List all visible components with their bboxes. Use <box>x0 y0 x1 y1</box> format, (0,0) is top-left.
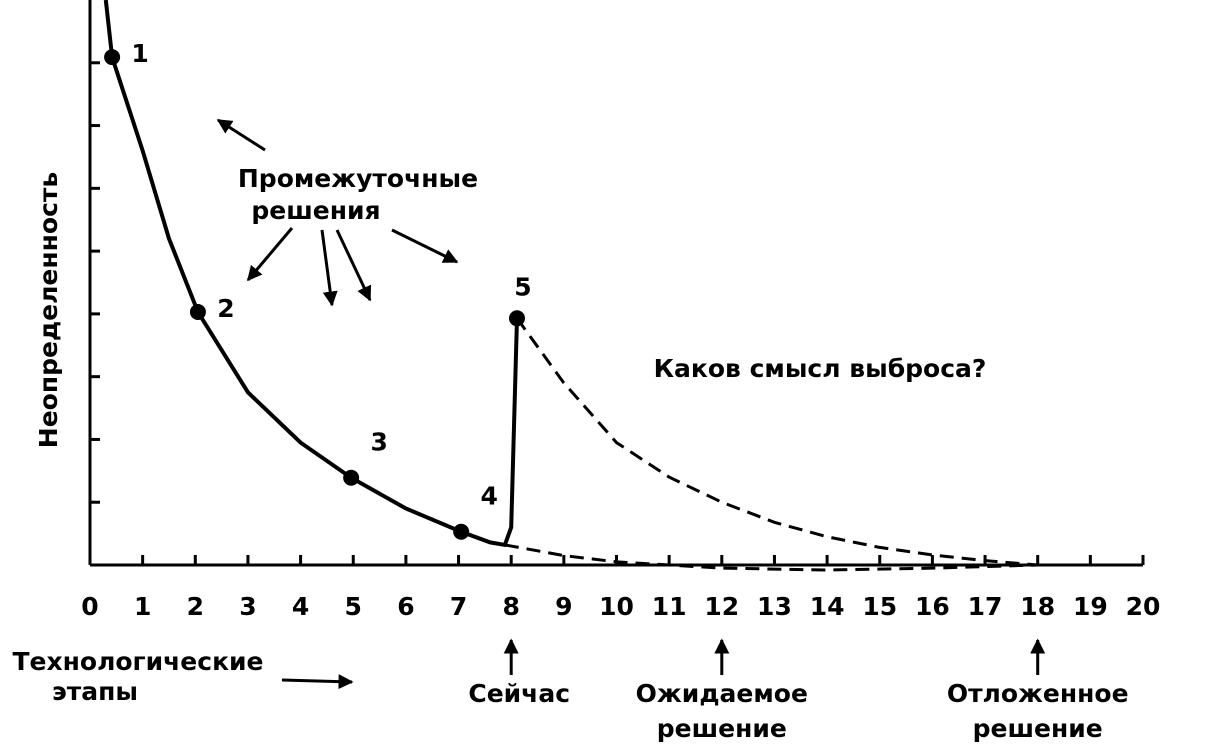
x-tick-label: 15 <box>862 592 897 621</box>
x-tick-label: 20 <box>1126 592 1161 621</box>
point <box>453 523 470 540</box>
marker-label: Ожидаемое <box>636 679 808 708</box>
x-axis-label: этапы <box>52 677 138 706</box>
x-tick-label: 13 <box>757 592 792 621</box>
point-label: 5 <box>514 272 531 301</box>
x-tick-label: 3 <box>239 592 256 621</box>
point <box>343 469 360 486</box>
annotation: решения <box>251 196 380 225</box>
x-tick-label: 1 <box>134 592 151 621</box>
marker-label: решение <box>657 714 787 743</box>
x-tick-label: 5 <box>345 592 362 621</box>
annotation: Каков смысл выброса? <box>654 354 987 383</box>
point-label: 3 <box>370 428 387 457</box>
y-axis-label: Неопределенность <box>34 172 63 448</box>
marker-label: Сейчас <box>468 679 570 708</box>
x-tick-label: 7 <box>450 592 467 621</box>
point-label: 1 <box>131 39 148 68</box>
x-tick-label: 4 <box>292 592 309 621</box>
point <box>189 304 206 321</box>
x-tick-label: 18 <box>1020 592 1055 621</box>
x-tick-label: 10 <box>599 592 634 621</box>
x-axis-label: Технологические <box>12 647 263 676</box>
x-tick-label: 14 <box>810 592 845 621</box>
line <box>103 0 519 548</box>
annotation: Промежуточные <box>238 164 478 193</box>
x-tick-label: 6 <box>397 592 414 621</box>
line <box>515 317 1038 567</box>
arrows <box>216 118 459 690</box>
x-tick-label: 2 <box>187 592 204 621</box>
x-tick-label: 19 <box>1073 592 1108 621</box>
x-tick-label: 8 <box>502 592 519 621</box>
point <box>508 310 525 327</box>
point-label: 2 <box>217 294 234 323</box>
x-tick-label: 9 <box>555 592 572 621</box>
x-tick-label: 17 <box>968 592 1003 621</box>
x-tick-label: 16 <box>915 592 950 621</box>
point <box>104 49 121 66</box>
marker-label: решение <box>973 714 1103 743</box>
x-tick-label: 11 <box>652 592 687 621</box>
point-label: 4 <box>480 482 497 511</box>
x-tick-label: 0 <box>81 592 98 621</box>
line <box>504 543 1038 572</box>
marker-label: Отложенное <box>947 679 1129 708</box>
x-tick-label: 12 <box>704 592 739 621</box>
